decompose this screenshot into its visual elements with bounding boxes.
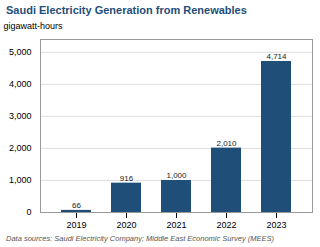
svg-text:2021: 2021 — [166, 220, 186, 230]
svg-text:916: 916 — [120, 174, 134, 183]
svg-text:5,000: 5,000 — [9, 47, 32, 57]
svg-text:4,000: 4,000 — [9, 79, 32, 89]
svg-text:2,000: 2,000 — [9, 143, 32, 153]
svg-text:2,010: 2,010 — [216, 139, 237, 148]
svg-text:2020: 2020 — [116, 220, 136, 230]
svg-text:2022: 2022 — [216, 220, 236, 230]
svg-text:4,714: 4,714 — [266, 52, 287, 61]
html-text:Saudi Electricity Generation f: Saudi Electricity Generation from Renewa… — [6, 4, 247, 16]
svg-text:66: 66 — [72, 201, 81, 210]
svg-text:2023: 2023 — [266, 220, 286, 230]
svg-text:2019: 2019 — [66, 220, 86, 230]
svg-text:1,000: 1,000 — [166, 171, 187, 180]
svg-text:gigawatt-hours: gigawatt-hours — [4, 21, 64, 31]
svg-text:0: 0 — [26, 208, 31, 218]
html-text:Data sources: Saudi Electricit: Data sources: Saudi Electricity Company;… — [6, 234, 274, 244]
svg-text:3,000: 3,000 — [9, 111, 32, 121]
svg-text:1,000: 1,000 — [9, 176, 32, 186]
